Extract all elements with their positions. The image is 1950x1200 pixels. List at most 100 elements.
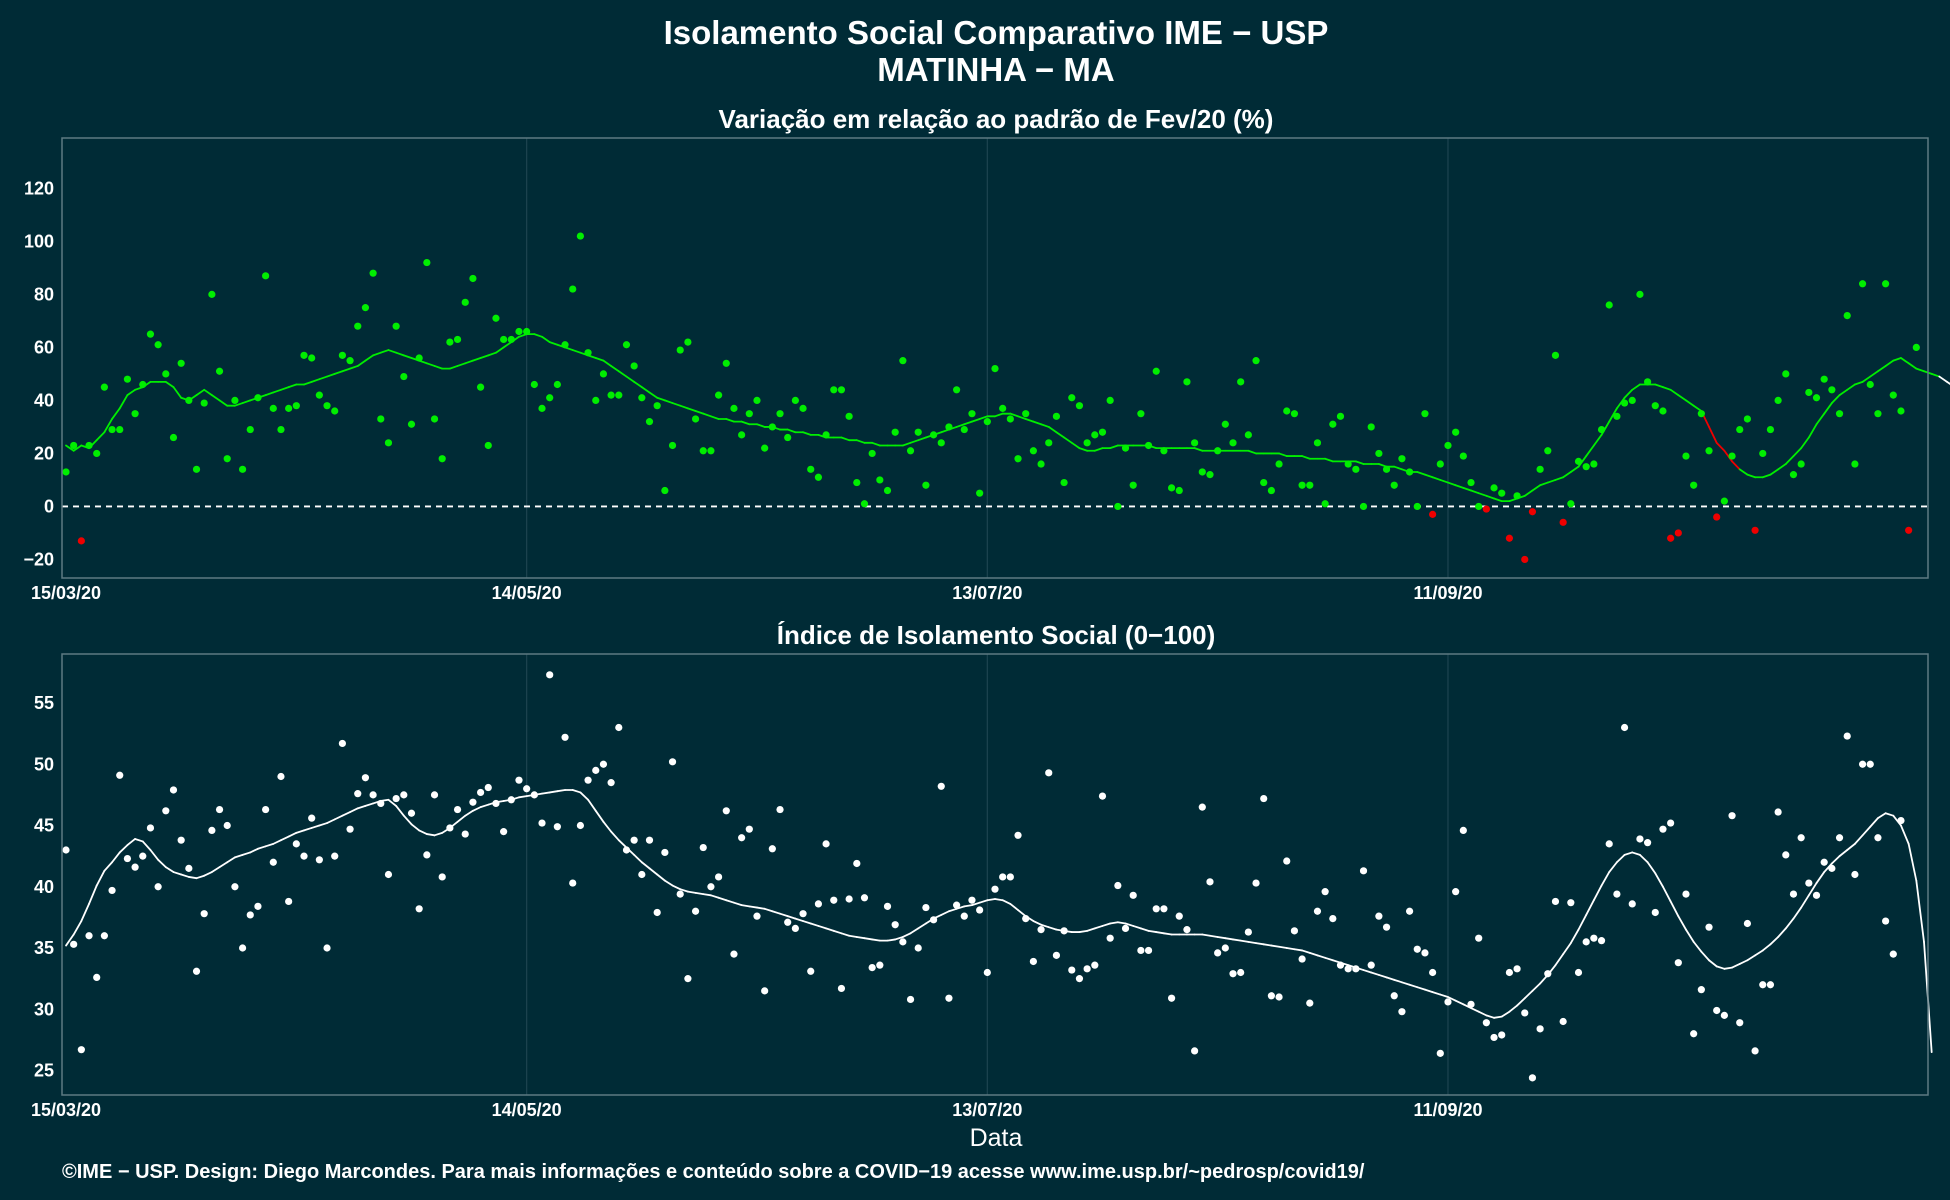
bottom-data-point: [1521, 1009, 1529, 1017]
top-data-point: [123, 375, 132, 383]
bottom-data-point: [277, 772, 285, 781]
top-data-point: [1613, 412, 1621, 420]
bottom-data-point: [722, 807, 730, 815]
bottom-data-point: [1551, 897, 1560, 906]
top-data-point: [1129, 481, 1137, 489]
top-data-point: [1912, 343, 1920, 351]
bottom-data-point: [1559, 1017, 1567, 1026]
top-data-point: [592, 396, 600, 405]
top-data-point: [1298, 481, 1306, 489]
bottom-moving-average-segment: [548, 790, 559, 794]
bottom-data-point: [1797, 834, 1805, 842]
top-moving-average-segment: [1900, 357, 1910, 365]
top-moving-average-segment: [1915, 367, 1925, 373]
top-moving-average-segment: [602, 359, 613, 367]
bottom-moving-average-segment: [1255, 942, 1265, 946]
bottom-moving-average-segment: [948, 907, 958, 913]
bottom-moving-average-segment: [1017, 909, 1027, 918]
bottom-data-point: [1052, 951, 1061, 959]
bottom-moving-average-segment: [1784, 917, 1795, 930]
bottom-data-point: [1083, 965, 1091, 973]
bottom-data-point: [1121, 924, 1130, 933]
top-data-point: [883, 486, 892, 495]
bottom-moving-average-segment: [748, 905, 758, 909]
bottom-data-point: [983, 968, 991, 977]
top-moving-average-segment: [1093, 447, 1104, 452]
bottom-data-point: [1882, 917, 1890, 925]
top-moving-average-segment: [901, 441, 912, 447]
top-moving-average-segment: [195, 388, 206, 397]
bottom-data-point: [1183, 926, 1191, 934]
top-moving-average-segment: [172, 386, 183, 399]
bottom-data-point: [1782, 851, 1790, 859]
top-moving-average-segment: [548, 341, 559, 346]
bottom-data-point: [1490, 1033, 1498, 1042]
bottom-data-point: [607, 779, 615, 787]
bottom-moving-average-segment: [694, 891, 705, 895]
bottom-data-point: [1828, 864, 1836, 872]
top-data-point: [1828, 386, 1836, 394]
bottom-moving-average-segment: [587, 798, 597, 812]
top-moving-average-segment: [1109, 444, 1119, 450]
top-moving-average-segment: [1585, 444, 1595, 457]
bottom-data-point: [1597, 937, 1606, 945]
bottom-data-point: [914, 944, 922, 952]
top-data-point: [1175, 486, 1183, 495]
top-data-point: [93, 449, 101, 458]
top-moving-average-segment: [164, 380, 175, 389]
top-moving-average-segment: [679, 404, 689, 410]
bottom-moving-average-segment: [1531, 982, 1542, 992]
top-data-point: [185, 396, 193, 405]
bottom-y-tick-label: 35: [34, 938, 54, 958]
top-data-point: [1644, 378, 1652, 386]
top-moving-average-segment: [65, 444, 75, 452]
top-data-point: [1797, 460, 1805, 468]
bottom-moving-average-segment: [1047, 926, 1058, 931]
top-data-point: [607, 391, 615, 399]
bottom-data-point: [976, 906, 984, 914]
top-data-point: [1283, 407, 1291, 415]
bottom-data-point: [262, 805, 270, 814]
top-moving-average-segment: [372, 351, 382, 357]
bottom-data-point: [883, 902, 892, 910]
top-data-point: [1789, 471, 1798, 479]
top-moving-average-segment: [1193, 447, 1204, 452]
bottom-moving-average-segment: [802, 920, 812, 925]
bottom-moving-average-segment: [663, 879, 674, 887]
bottom-data-point: [1014, 831, 1022, 839]
bottom-moving-average-segment: [1477, 1010, 1488, 1017]
bottom-moving-average-segment: [1116, 921, 1127, 925]
bottom-moving-average-segment: [594, 809, 605, 823]
top-data-point: [1152, 367, 1160, 375]
top-data-point: [837, 386, 846, 394]
bottom-data-point: [1106, 934, 1114, 942]
bottom-moving-average-segment: [809, 922, 820, 927]
bottom-data-point: [308, 814, 316, 822]
bottom-moving-average-segment: [1577, 914, 1588, 931]
bottom-moving-average-segment: [126, 838, 136, 846]
top-data-point: [730, 404, 738, 412]
bottom-data-point: [1152, 905, 1160, 913]
bottom-moving-average-segment: [1316, 954, 1327, 959]
bottom-moving-average-segment: [1285, 947, 1296, 951]
top-data-point: [1275, 460, 1283, 468]
top-data-point: [1306, 481, 1314, 489]
bottom-data-point: [315, 856, 323, 864]
top-moving-average-segment: [118, 394, 129, 410]
bottom-moving-average-segment: [1009, 903, 1019, 911]
bottom-data-point: [1475, 934, 1483, 942]
bottom-data-point: [400, 791, 408, 799]
top-data-point: [200, 399, 208, 407]
top-moving-average-segment: [1800, 436, 1810, 450]
bottom-y-tick-label: 55: [34, 693, 54, 713]
bottom-data-point: [1820, 858, 1828, 866]
top-moving-average-segment: [479, 354, 490, 359]
bottom-moving-average-segment: [855, 936, 866, 940]
top-panel: 15/03/20 14/05/20 13/07/20 11/09/20 −20 0 20 40…: [23, 137, 1950, 603]
bottom-data-point: [354, 790, 362, 798]
bottom-moving-average-segment: [894, 936, 904, 941]
top-data-point: [684, 338, 692, 346]
top-moving-average-segment: [1063, 436, 1073, 444]
bottom-data-point: [868, 964, 876, 972]
bottom-moving-average-segment: [310, 824, 321, 829]
